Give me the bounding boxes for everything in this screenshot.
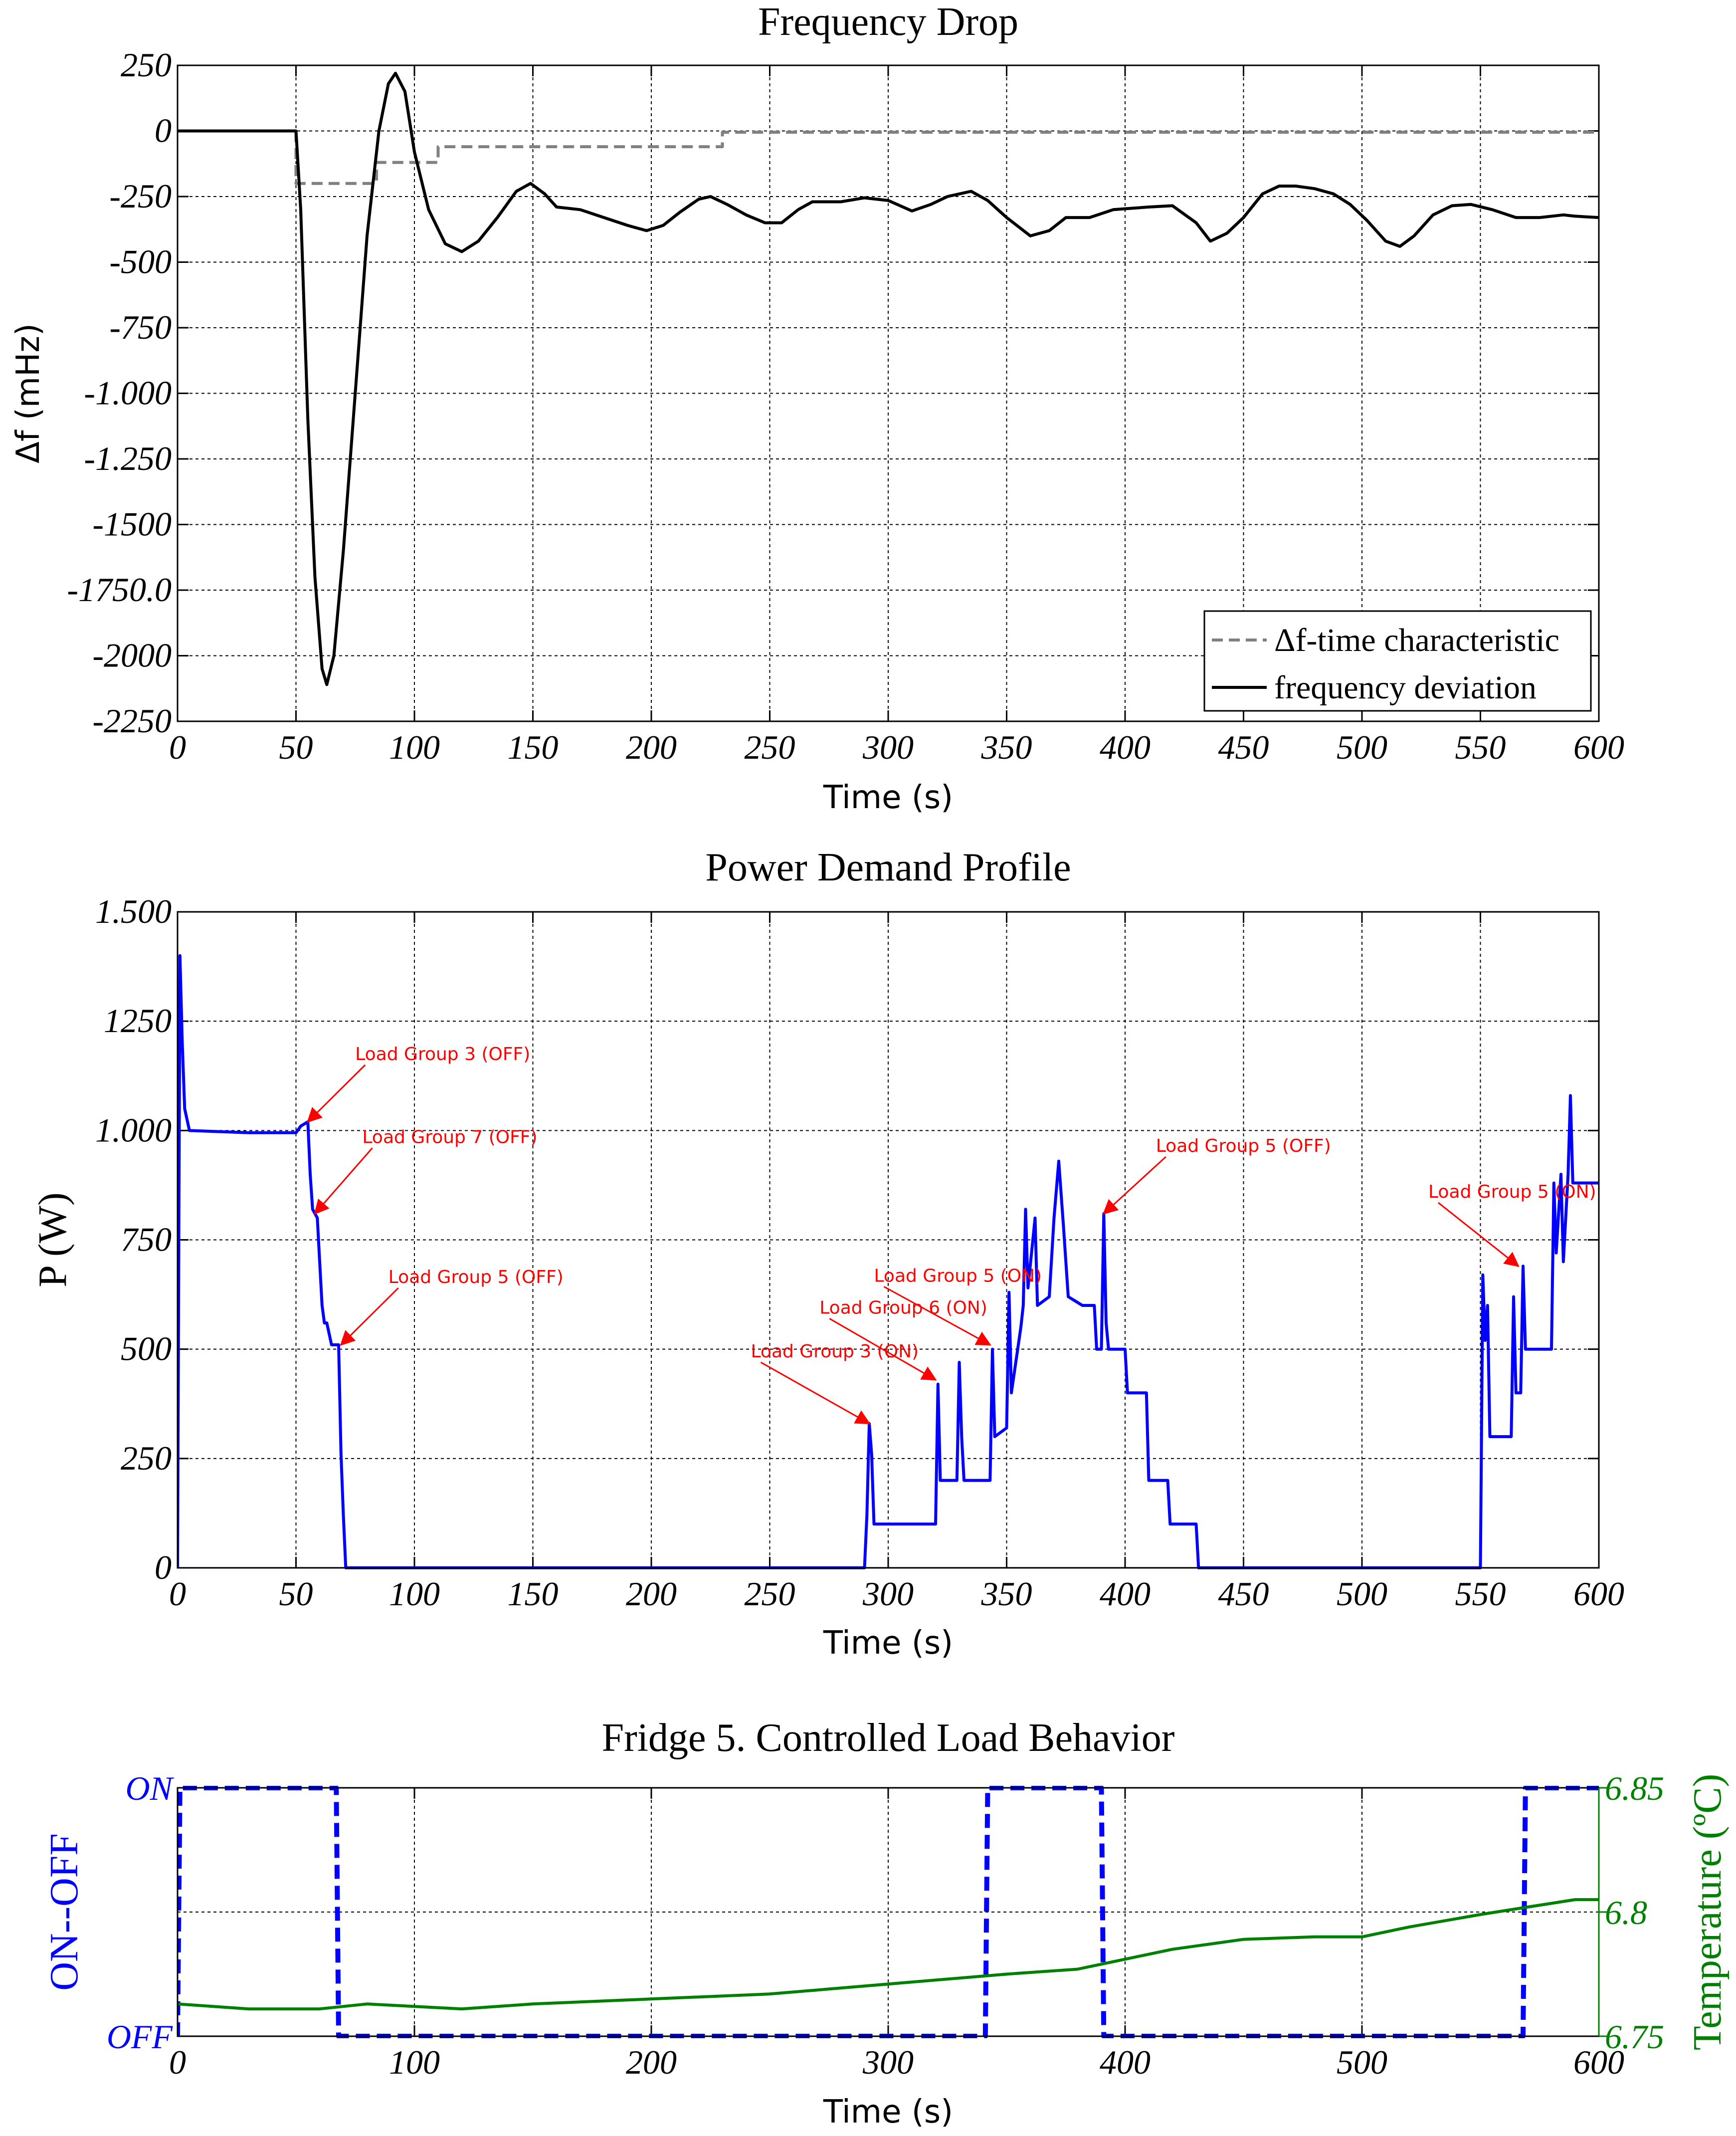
chart-panel-2: 0 50 100 150 200 250 300 350 400 450 500 550 600 1.50… xyxy=(31,846,1624,1662)
annotation-arrow xyxy=(760,1361,871,1425)
grid xyxy=(178,912,1599,1568)
x-tick-label: 100 xyxy=(389,1575,440,1613)
x-tick-label: 400 xyxy=(1100,2043,1151,2081)
x-tick-label: 100 xyxy=(389,728,440,766)
chart-title: Fridge 5. Controlled Load Behavior xyxy=(602,1716,1175,1760)
annotation-arrow xyxy=(340,1287,399,1346)
y-left-tick-label: OFF xyxy=(107,2018,174,2056)
y-tick-label: -1500 xyxy=(92,505,172,543)
x-tick-label: 550 xyxy=(1455,728,1506,766)
annotation-label: Load Group 5 (OFF) xyxy=(388,1267,564,1287)
annotations: Load Group 3 (OFF) Load Group 7 (OFF) Load… xyxy=(307,1044,1596,1425)
annotation-label: Load Group 3 (ON) xyxy=(751,1341,919,1362)
annotation-label: Load Group 3 (OFF) xyxy=(355,1044,530,1065)
annotation-arrow xyxy=(1103,1156,1166,1215)
chart-panel-3: 0 100 200 300 400 500 600 ON OFF 6.85 6.8 6.75 Fridg… xyxy=(42,1716,1730,2131)
series-line-temperature xyxy=(178,1898,1599,2011)
y-right-tick-label: 6.8 xyxy=(1605,1894,1647,1931)
x-tick-label: 600 xyxy=(1573,1575,1624,1613)
x-tick-label: 500 xyxy=(1337,1575,1387,1613)
annotation-label: Load Group 5 (OFF) xyxy=(1156,1136,1331,1156)
annotation-arrow xyxy=(1438,1202,1520,1267)
y-left-tick-label: ON xyxy=(126,1769,175,1807)
y-tick-label: -250 xyxy=(109,177,172,215)
y-tick-label: 1.000 xyxy=(95,1111,172,1149)
x-tick-label: 450 xyxy=(1218,728,1269,766)
x-tick-label: 400 xyxy=(1100,1575,1151,1613)
annotation-label: Load Group 5 (ON) xyxy=(874,1266,1042,1286)
x-axis-label: Time (s) xyxy=(823,779,953,816)
y-tick-label: -1750.0 xyxy=(67,571,172,609)
x-tick-label: 600 xyxy=(1573,728,1624,766)
legend: Δf-time characteristic frequency deviatio… xyxy=(1203,610,1592,712)
annotation-arrow xyxy=(307,1064,366,1123)
x-tick-label: 100 xyxy=(389,2043,440,2081)
x-tick-label: 0 xyxy=(169,2043,186,2081)
x-tick-label: 600 xyxy=(1573,2043,1624,2081)
y-right-tick-label: 6.85 xyxy=(1605,1769,1664,1807)
x-tick-label: 0 xyxy=(169,728,186,766)
y-axis-label: P (W) xyxy=(31,1192,75,1287)
chart-title: Frequency Drop xyxy=(758,0,1018,44)
y-tick-label: -500 xyxy=(109,243,172,281)
legend-box xyxy=(1203,610,1592,712)
x-tick-label: 150 xyxy=(508,728,559,766)
x-tick-label: 0 xyxy=(169,1575,186,1613)
y-tick-label: -1.000 xyxy=(84,374,172,412)
y-tick-label: -2000 xyxy=(92,637,172,674)
x-tick-label: 500 xyxy=(1337,728,1387,766)
plot-frame xyxy=(177,911,1600,1569)
y-tick-label: -2250 xyxy=(92,702,172,740)
x-tick-label: 200 xyxy=(626,1575,677,1613)
y-axis-label-right: Temperature (ºC) xyxy=(1686,1774,1730,2051)
y-tick-label: -750 xyxy=(109,308,172,346)
x-tick-label: 250 xyxy=(745,728,795,766)
x-axis-label: Time (s) xyxy=(823,1625,953,1662)
annotation-label: Load Group 6 (ON) xyxy=(819,1297,987,1318)
y-tick-label: 1250 xyxy=(104,1002,172,1040)
legend-entry: frequency deviation xyxy=(1274,669,1537,706)
y-tick-label: -1.250 xyxy=(84,439,172,477)
y-right-tick-label: 6.75 xyxy=(1605,2018,1664,2056)
y-tick-label: 500 xyxy=(121,1330,172,1368)
chart-panel-1: 0 50 100 150 200 250 300 350 400 450 500 550 600 250 0… xyxy=(10,0,1624,816)
x-tick-label: 300 xyxy=(862,1575,914,1613)
x-tick-label: 300 xyxy=(862,2043,914,2081)
series-line-power xyxy=(178,954,1599,1569)
annotation-arrow xyxy=(883,1285,991,1346)
x-tick-label: 50 xyxy=(279,1575,313,1613)
x-tick-label: 350 xyxy=(981,1575,1032,1613)
x-tick-label: 300 xyxy=(862,728,914,766)
x-tick-label: 400 xyxy=(1100,728,1151,766)
x-tick-label: 500 xyxy=(1337,2043,1387,2081)
x-tick-label: 250 xyxy=(745,1575,795,1613)
y-tick-label: 1.500 xyxy=(95,892,172,930)
series-line-frequency-deviation xyxy=(178,71,1599,686)
y-tick-label: 0 xyxy=(155,1548,172,1586)
annotation-arrow xyxy=(314,1147,373,1215)
annotation-label: Load Group 7 (OFF) xyxy=(363,1127,538,1147)
annotation-arrow xyxy=(829,1318,937,1381)
x-axis-label: Time (s) xyxy=(823,2094,953,2131)
annotation-label: Load Group 5 (ON) xyxy=(1428,1182,1596,1202)
x-tick-label: 450 xyxy=(1218,1575,1269,1613)
x-tick-label: 350 xyxy=(981,728,1032,766)
x-tick-label: 200 xyxy=(626,2043,677,2081)
x-tick-label: 200 xyxy=(626,728,677,766)
y-tick-label: 250 xyxy=(121,1439,172,1477)
series-line-on-off xyxy=(178,1786,1599,2038)
y-axis-label-left: ON--OFF xyxy=(42,1833,86,1991)
x-tick-label: 550 xyxy=(1455,1575,1506,1613)
y-tick-label: 750 xyxy=(121,1221,172,1259)
chart-title: Power Demand Profile xyxy=(705,846,1071,889)
y-axis-label: Δf (mHz) xyxy=(10,323,47,463)
legend-entry: Δf-time characteristic xyxy=(1274,622,1559,658)
plot-frame xyxy=(177,64,1600,722)
y-tick-label: 250 xyxy=(121,46,172,84)
plot-area xyxy=(178,1788,1599,2036)
x-tick-label: 50 xyxy=(279,728,313,766)
x-tick-label: 150 xyxy=(508,1575,559,1613)
y-tick-label: 0 xyxy=(155,112,172,150)
